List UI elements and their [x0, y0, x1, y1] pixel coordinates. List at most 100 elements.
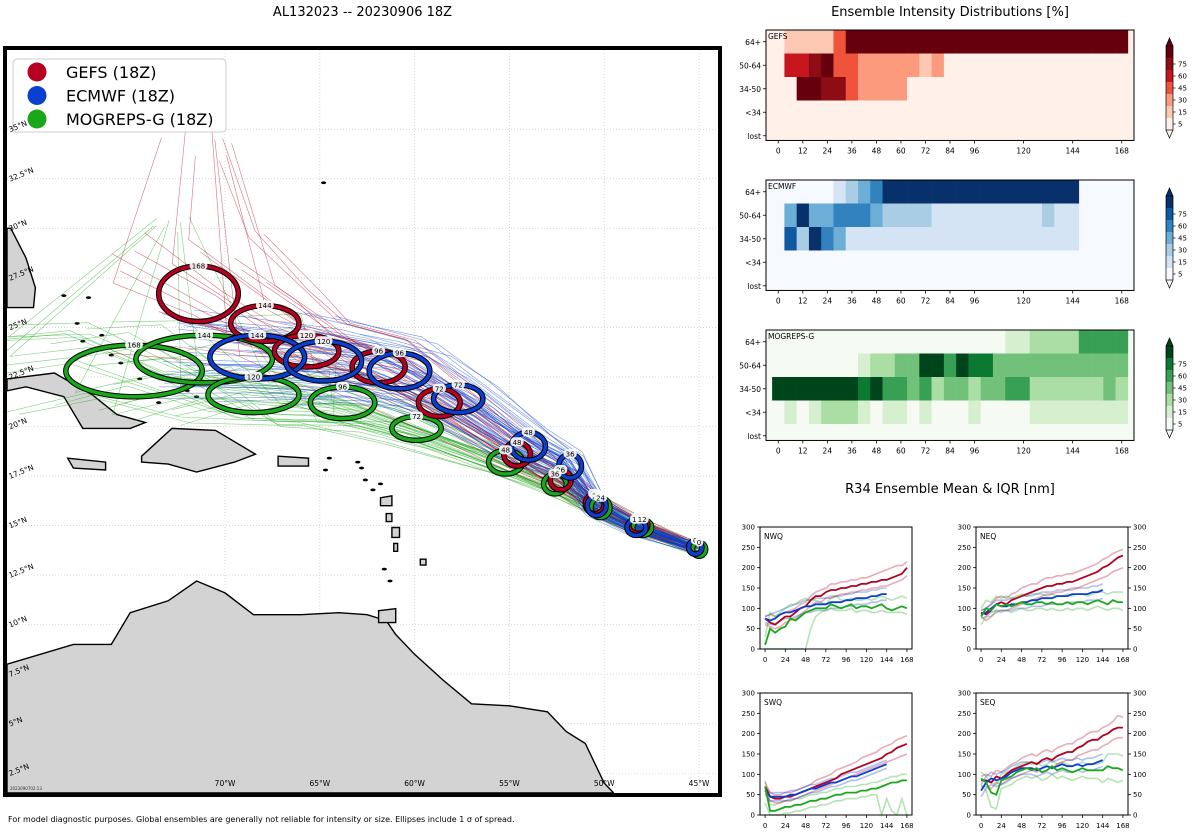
r34-xtick-label: 144: [880, 822, 894, 830]
heat-cell: [882, 250, 896, 274]
heat-cell: [1029, 377, 1043, 401]
heat-cell: [833, 227, 847, 251]
heat-cell: [894, 377, 908, 401]
heat-cell: [858, 424, 871, 441]
colorbar-segment: [1166, 208, 1173, 221]
heat-cell: [1066, 53, 1080, 77]
heat-cell: [943, 377, 957, 401]
heat-xtick-label: 48: [872, 146, 882, 155]
heat-cell: [968, 353, 981, 377]
small-island: [156, 401, 162, 405]
heat-xtick-label: 96: [970, 446, 980, 455]
r34-xtick-label: 120: [860, 822, 873, 830]
heat-xtick-label: 72: [921, 146, 931, 155]
heat-cell: [845, 180, 859, 204]
heat-cell: [882, 330, 896, 354]
lon-tick-label: 70°W: [215, 779, 236, 788]
r34-xtick-label: 120: [1076, 656, 1089, 664]
heat-cell: [1115, 377, 1129, 401]
heat-cell: [943, 330, 957, 354]
r34-xtick-label: 144: [1096, 656, 1110, 664]
r34-panel-swq: SWQ 0 24 48 72 96 120 144 168 0 50 100 150 200 250 300: [742, 690, 914, 831]
colorbar-segment: [1166, 220, 1173, 233]
heat-cell: [845, 30, 859, 54]
heat-row-label: 34-50: [739, 385, 761, 394]
r34-ytick-label: 300: [742, 690, 755, 698]
heat-cell: [1078, 424, 1092, 441]
mogreps-hour-label: 12: [638, 516, 647, 524]
heat-cell: [1042, 400, 1055, 424]
heat-cell: [992, 424, 1006, 441]
heat-cell: [858, 203, 871, 227]
heat-cell: [1029, 124, 1043, 141]
heat-cell: [858, 100, 871, 124]
heat-cell: [968, 100, 981, 124]
colorbar-segment: [1166, 70, 1173, 83]
heat-cell: [1103, 377, 1116, 401]
colorbar-tick-label: 60: [1178, 373, 1187, 381]
ecmwf-member-track: [280, 402, 698, 552]
heat-cell: [821, 400, 834, 424]
heat-cell: [808, 180, 822, 204]
r34-ytick-label: 200: [958, 730, 971, 738]
heat-cell: [1017, 124, 1031, 141]
heat-cell: [1017, 203, 1031, 227]
r34-ytick-label-right: 300: [1133, 690, 1146, 698]
heat-cell: [980, 203, 994, 227]
r34-ytick-label-right: 0: [1133, 646, 1137, 654]
heat-cell: [784, 227, 797, 251]
heat-cell: [1017, 100, 1031, 124]
heat-cell: [772, 30, 785, 54]
colorbar-segment: [1166, 358, 1173, 371]
heat-cell: [980, 30, 994, 54]
heat-cell: [907, 227, 920, 251]
r34-xtick-label: 48: [801, 656, 810, 664]
heat-cell: [796, 100, 810, 124]
heat-cell: [858, 330, 871, 354]
heat-cell: [833, 203, 847, 227]
r34-bg: [976, 693, 1128, 815]
heat-cell: [1005, 77, 1018, 101]
heat-cell: [956, 274, 969, 291]
r34-ytick-label: 200: [958, 564, 971, 572]
heat-xtick-label: 120: [1016, 296, 1031, 305]
gefs-hour-label: 36: [556, 467, 565, 475]
heat-cell: [772, 250, 785, 274]
heat-row-label: <34: [745, 408, 761, 417]
hour-label-bg: [125, 340, 143, 350]
heat-cell: [808, 353, 822, 377]
r34-xtick-label: 24: [781, 822, 790, 830]
r34-panel-nwq: NWQ 0 24 48 72 96 120 144 168 0 50 100 150 200 250 300: [742, 524, 914, 665]
heat-cell: [882, 203, 896, 227]
heat-cell: [772, 53, 785, 77]
heat-cell: [833, 330, 847, 354]
r34-ytick-label-right: 150: [1133, 751, 1146, 759]
heat-cell: [980, 400, 994, 424]
heat-cell: [894, 100, 908, 124]
hour-label-bg: [409, 411, 424, 421]
heat-cell: [894, 53, 908, 77]
r34-ytick-label: 50: [746, 791, 755, 799]
r34-ytick-label: 300: [742, 524, 755, 532]
r34-ytick-label: 0: [751, 812, 755, 820]
heat-xtick-label: 84: [945, 146, 955, 155]
heat-cell: [1066, 203, 1080, 227]
heat-cell: [1042, 227, 1055, 251]
heat-cell: [1029, 227, 1043, 251]
colorbar-arrow-bottom: [1165, 129, 1174, 139]
heat-cell: [931, 53, 945, 77]
heat-cell: [784, 274, 797, 291]
colorbar-tick-label: 75: [1178, 211, 1187, 219]
heat-cell: [882, 77, 896, 101]
heat-cell: [943, 77, 957, 101]
heat-cell: [870, 77, 883, 101]
heat-cell: [821, 203, 834, 227]
intensity-title: Ensemble Intensity Distributions [%]: [831, 5, 1069, 20]
heat-cell: [858, 124, 871, 141]
heat-cell: [821, 377, 834, 401]
heat-cell: [919, 353, 932, 377]
land-masses: [7, 181, 615, 793]
heat-cell: [1066, 124, 1080, 141]
heat-cell: [870, 53, 883, 77]
heat-cell: [870, 30, 883, 54]
